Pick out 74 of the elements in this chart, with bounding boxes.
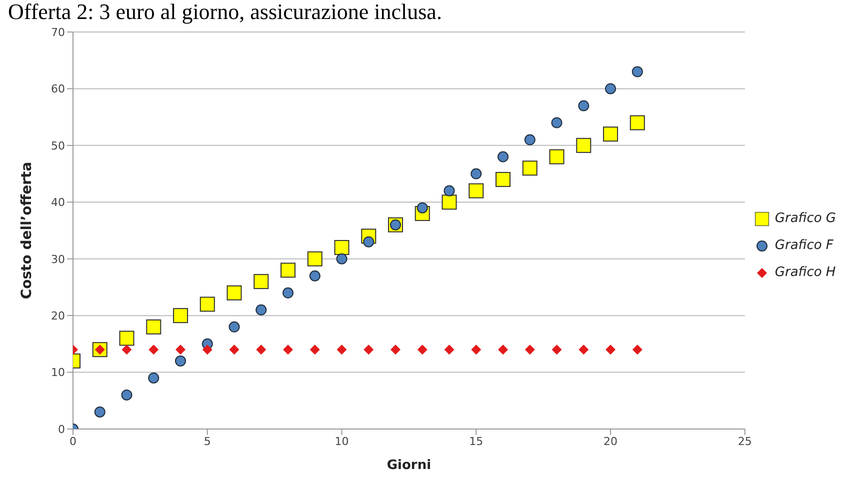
point (444, 344, 454, 355)
x-axis-title: Giorni (386, 458, 432, 473)
point (283, 344, 294, 355)
point (282, 287, 294, 298)
y-tick-label: 70 (51, 26, 65, 39)
point (576, 138, 592, 153)
point (524, 134, 536, 146)
point (175, 355, 186, 366)
point (122, 344, 132, 355)
point (605, 83, 616, 94)
point (578, 344, 589, 355)
x-tick-label: 15 (469, 434, 484, 448)
point (549, 149, 564, 164)
x-tick-label: 5 (204, 434, 211, 448)
point (121, 389, 132, 400)
y-tick-label: 20 (51, 309, 65, 322)
point (471, 344, 482, 355)
point (632, 344, 642, 355)
point (470, 168, 482, 180)
chart-title: Offerta 2: 3 euro al giorno, assicurazione inclusa. (8, 0, 443, 24)
point (280, 262, 296, 278)
point (444, 185, 455, 196)
y-tick-label: 40 (51, 196, 65, 210)
x-tick-label: 20 (604, 434, 618, 448)
y-tick-label: 30 (51, 252, 65, 266)
point (364, 344, 374, 355)
point (578, 100, 590, 112)
point (498, 344, 508, 355)
point (226, 285, 242, 300)
point (256, 304, 267, 316)
point (522, 160, 538, 176)
point (146, 319, 162, 334)
point (390, 344, 401, 355)
point (307, 251, 322, 266)
point (256, 344, 266, 355)
point (551, 117, 562, 128)
point (524, 344, 535, 355)
point (176, 344, 186, 355)
y-tick-label: 10 (51, 366, 65, 380)
point (119, 330, 134, 346)
point (334, 240, 350, 256)
legend-label: Grafico G (774, 211, 836, 226)
point (202, 344, 212, 355)
point (603, 126, 618, 142)
legend-label: Grafico F (774, 238, 834, 253)
point (148, 372, 160, 384)
point (632, 66, 643, 78)
point (496, 172, 511, 187)
point (468, 183, 484, 198)
point (229, 344, 240, 355)
point (310, 344, 320, 355)
y-tick-label: 50 (51, 139, 65, 152)
point (552, 344, 562, 355)
point (606, 344, 616, 355)
x-tick-label: 10 (334, 434, 349, 448)
point (173, 308, 188, 324)
point (200, 296, 215, 312)
point (148, 344, 159, 355)
point (630, 115, 645, 130)
point (254, 274, 269, 290)
point (442, 194, 457, 210)
y-tick-label: 0 (58, 422, 65, 436)
y-tick-label: 60 (51, 82, 65, 96)
point (417, 344, 428, 355)
x-tick-label: 0 (70, 434, 76, 448)
point (228, 321, 240, 332)
point (336, 344, 347, 355)
point (336, 253, 348, 264)
point (94, 406, 106, 418)
x-tick-label: 25 (738, 434, 752, 448)
legend-label: Grafico H (774, 265, 836, 280)
point (309, 270, 320, 282)
y-axis-title: Costo dell’offerta (18, 162, 35, 300)
point (498, 151, 509, 162)
